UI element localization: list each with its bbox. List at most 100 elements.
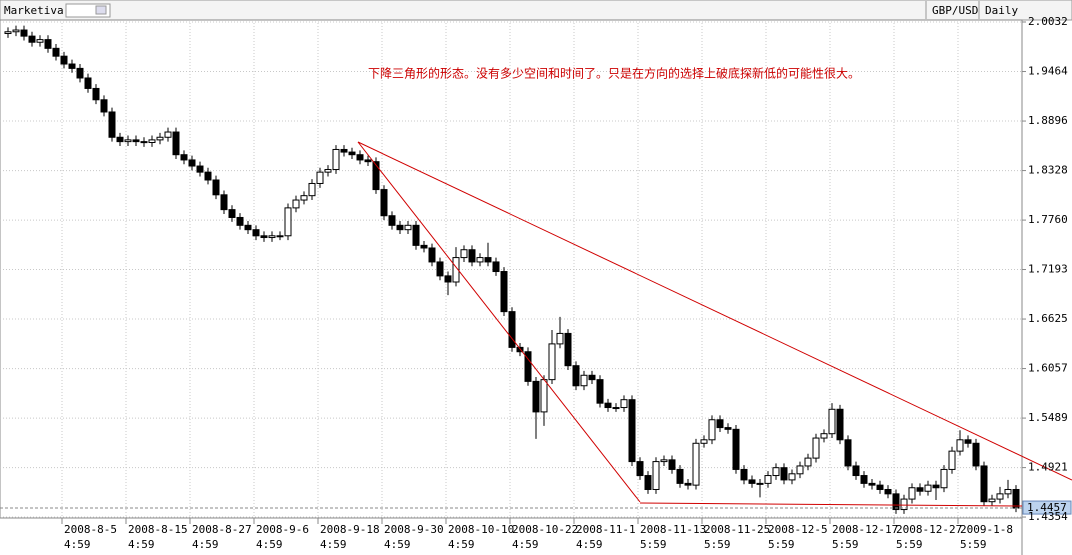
candle-body <box>972 442 980 467</box>
x-tick-time: 5:59 <box>640 538 667 551</box>
candle-body <box>588 374 596 381</box>
candle-body <box>372 161 380 191</box>
source-label: Marketiva <box>4 4 64 17</box>
candle-body <box>956 439 964 452</box>
candle-body <box>204 171 212 181</box>
x-tick-label: 2008-10-10 <box>448 523 514 536</box>
candle-body <box>28 35 36 43</box>
candle-body <box>660 459 668 463</box>
candle-body <box>636 461 644 477</box>
candle-body <box>540 379 548 413</box>
candle-body <box>620 399 628 409</box>
candle-body <box>412 224 420 246</box>
y-tick-label: 1.9464 <box>1028 65 1068 78</box>
y-tick-label: 1.8328 <box>1028 164 1068 177</box>
candle-body <box>716 419 724 429</box>
candle-body <box>572 365 580 387</box>
y-tick-label: 2.0032 <box>1028 15 1068 28</box>
candle-body <box>172 131 180 156</box>
candle-body <box>604 402 612 409</box>
candle-body <box>164 131 172 138</box>
x-tick-time: 5:59 <box>768 538 795 551</box>
candle-body <box>156 136 164 141</box>
x-tick-time: 4:59 <box>448 538 475 551</box>
x-tick-time: 4:59 <box>320 538 347 551</box>
steep-trend-line <box>357 141 641 503</box>
x-tick-label: 2008-8-27 <box>192 523 252 536</box>
candle-body <box>684 482 692 486</box>
y-tick-label: 1.4921 <box>1028 461 1068 474</box>
candle-body <box>236 216 244 226</box>
symbol-label: GBP/USD <box>932 4 978 17</box>
candle-body <box>396 224 404 231</box>
candle-body <box>780 467 788 481</box>
y-tick-label: 1.6625 <box>1028 312 1068 325</box>
x-tick-label: 2008-12-5 <box>768 523 828 536</box>
candle-body <box>4 31 12 35</box>
x-tick-label: 2008-11-1 <box>576 523 636 536</box>
x-tick-label: 2008-12-27 <box>896 523 962 536</box>
candle-body <box>268 235 276 239</box>
candle-body <box>460 249 468 259</box>
candle-body <box>756 482 764 485</box>
candle-body <box>92 87 100 101</box>
candle-body <box>940 468 948 489</box>
candle-body <box>428 247 436 263</box>
candle-body <box>644 475 652 490</box>
candle-body <box>468 249 476 263</box>
candle-body <box>388 215 396 226</box>
candle-body <box>108 111 116 138</box>
x-tick-label: 2008-12-17 <box>832 523 898 536</box>
y-tick-label: 1.6057 <box>1028 362 1068 375</box>
candle-body <box>628 399 636 463</box>
candle-body <box>924 484 932 492</box>
overlay: 1.4457 <box>0 500 1072 515</box>
candle-body <box>564 332 572 367</box>
x-tick-time: 5:59 <box>960 538 987 551</box>
candle-body <box>340 148 348 153</box>
candle-body <box>124 139 132 143</box>
candle-body <box>532 380 540 413</box>
candle-body <box>100 99 108 113</box>
dropdown-button[interactable] <box>95 5 107 15</box>
candle-body <box>420 244 428 249</box>
candle-body <box>916 487 924 492</box>
candle-body <box>484 257 492 263</box>
candle-body <box>676 468 684 484</box>
x-tick-time: 4:59 <box>192 538 219 551</box>
candle-body <box>980 465 988 503</box>
candle-body <box>188 159 196 167</box>
x-tick-label: 2008-9-6 <box>256 523 309 536</box>
candle-body <box>444 275 452 283</box>
x-tick-label: 2008-8-15 <box>128 523 188 536</box>
candle-body <box>364 159 372 163</box>
candle-body <box>892 493 900 511</box>
candle-body <box>796 465 804 475</box>
candle-body <box>356 154 364 161</box>
candle-body <box>348 151 356 156</box>
candle-body <box>804 457 812 467</box>
candle-body <box>740 468 748 481</box>
x-tick-label: 2008-9-30 <box>384 523 444 536</box>
candle-body <box>908 487 916 500</box>
candle-body <box>324 169 332 173</box>
timeframe-label: Daily <box>985 4 1018 17</box>
candle-body <box>228 209 236 218</box>
candle-body <box>52 47 60 57</box>
candle-body <box>1004 488 1012 495</box>
candle-body <box>212 179 220 196</box>
candle-body <box>868 482 876 486</box>
x-tick-time: 5:59 <box>896 538 923 551</box>
candle-body <box>556 332 564 345</box>
candle-body <box>44 39 52 49</box>
candle-body <box>996 493 1004 500</box>
x-tick-label: 2008-8-5 <box>64 523 117 536</box>
candle-body <box>220 194 228 211</box>
candle-body <box>260 235 268 239</box>
last-price-label: 1.4457 <box>1027 501 1067 514</box>
candle-body <box>596 379 604 404</box>
candle-body <box>580 374 588 387</box>
candle-body <box>860 475 868 484</box>
